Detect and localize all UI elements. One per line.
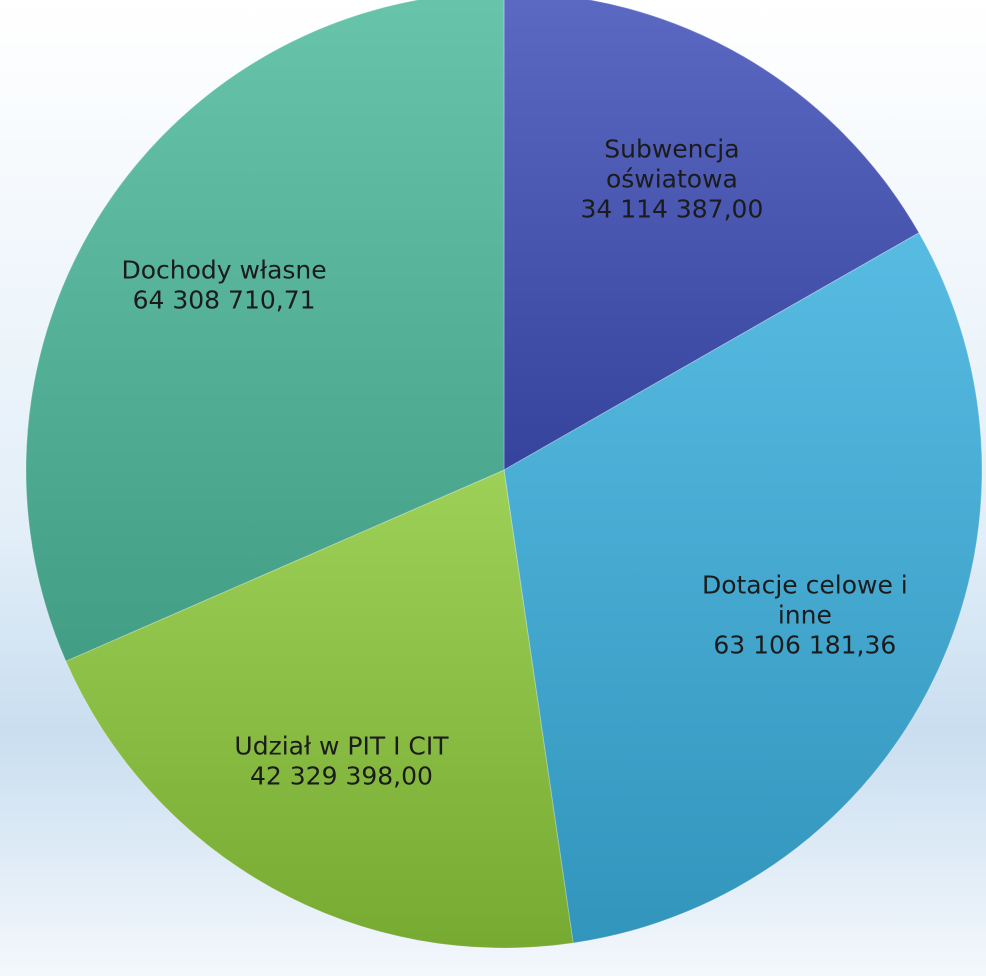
slice-shade (504, 0, 919, 470)
slice-label: Udział w PIT I CIT (234, 731, 449, 760)
slice-shade (26, 0, 504, 662)
slice-value-label: 42 329 398,00 (250, 761, 433, 790)
slice-label: Dotacje celowe i inne (702, 570, 908, 629)
slice-label: Dochody własne (121, 256, 326, 285)
slice-value-label: 34 114 387,00 (580, 195, 763, 224)
slice-value-label: 64 308 710,71 (133, 286, 316, 315)
slice-value-label: 63 106 181,36 (713, 630, 896, 659)
slice-shade (65, 470, 574, 948)
slice-shade (504, 232, 982, 943)
slice-label: Subwencja oświatowa (604, 135, 739, 194)
